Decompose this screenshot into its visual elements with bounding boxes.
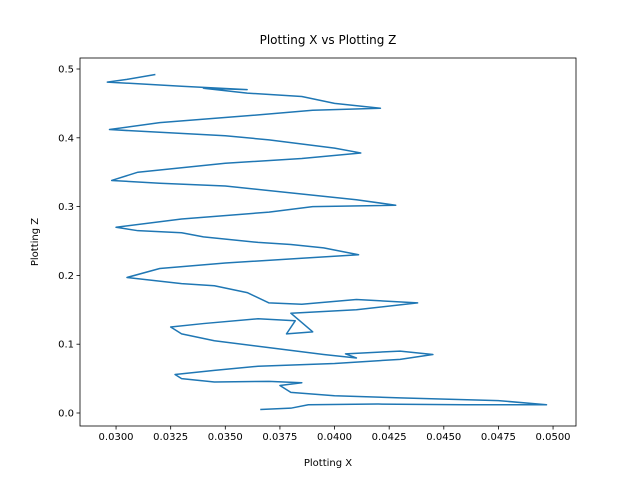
y-tick-label: 0.1: [58, 340, 74, 351]
y-tick-label: 0.5: [58, 65, 74, 76]
y-tick-label: 0.4: [58, 133, 74, 144]
chart-title: Plotting X vs Plotting Z: [260, 33, 397, 47]
x-tick-label: 0.0475: [481, 432, 516, 443]
plot-frame: [79, 57, 577, 427]
y-tick-label: 0.2: [58, 271, 74, 282]
x-tick-label: 0.0425: [372, 432, 407, 443]
x-tick-label: 0.0300: [99, 432, 134, 443]
data-line: [106, 73, 548, 411]
x-tick-label: 0.0500: [536, 432, 571, 443]
x-tick-label: 0.0450: [426, 432, 461, 443]
x-tick-label: 0.0375: [262, 432, 297, 443]
y-axis-label: Plotting Z: [30, 218, 41, 266]
y-tick-label: 0.0: [58, 408, 74, 419]
x-tick-label: 0.0325: [153, 432, 188, 443]
x-axis-label: Plotting X: [304, 458, 352, 469]
y-tick-label: 0.3: [58, 202, 74, 213]
x-tick-label: 0.0400: [317, 432, 352, 443]
x-tick-label: 0.0350: [208, 432, 243, 443]
